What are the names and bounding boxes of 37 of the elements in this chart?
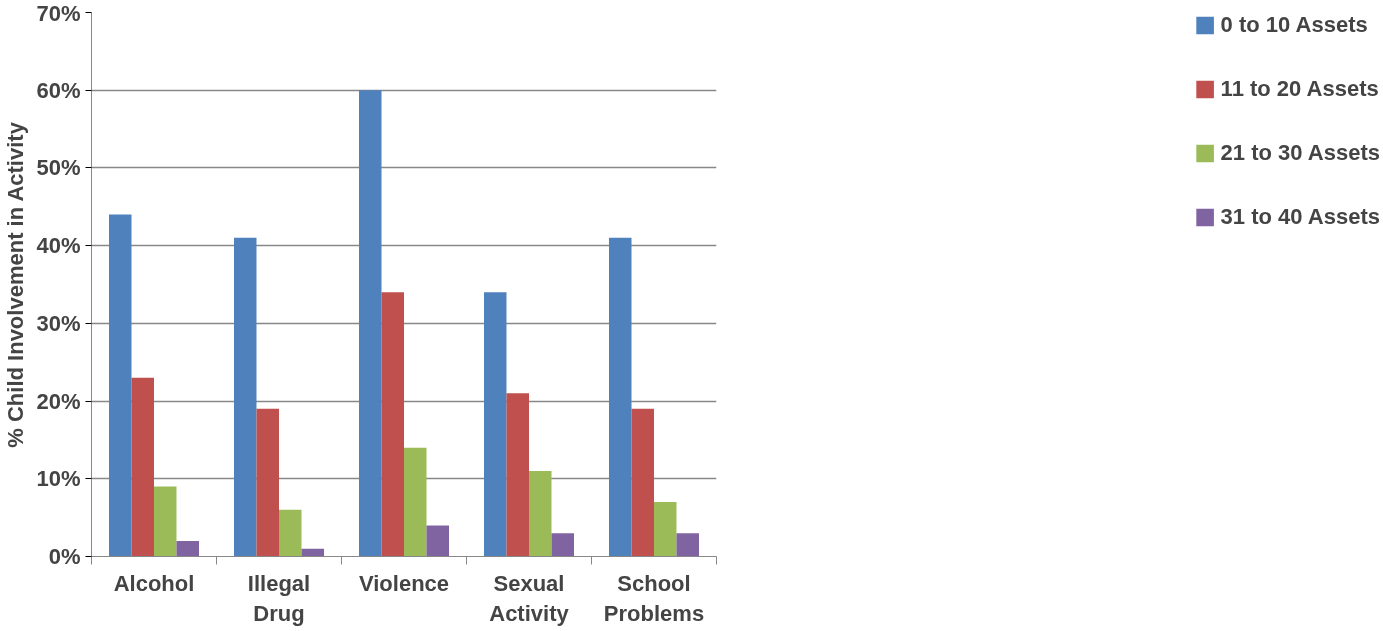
y-tick-label: 30%	[36, 310, 81, 336]
bar	[631, 408, 654, 557]
bar	[381, 292, 404, 557]
legend-label: 31 to 40 Assets	[1220, 204, 1380, 230]
bar	[404, 447, 427, 557]
bar	[176, 540, 199, 557]
y-axis-title: % Child Involvement in Activity	[3, 121, 29, 448]
x-tick-label: Alcohol	[113, 570, 195, 596]
bar	[256, 408, 279, 557]
bar	[279, 509, 302, 557]
bar	[676, 533, 699, 557]
bar	[154, 486, 177, 557]
legend-label: 0 to 10 Assets	[1220, 12, 1368, 38]
bar	[359, 90, 382, 557]
legend-label: 11 to 20 Assets	[1220, 76, 1379, 102]
y-tick-label: 60%	[36, 77, 81, 103]
bar	[109, 214, 132, 557]
bar	[426, 525, 449, 557]
bar	[551, 533, 574, 557]
x-tick-label: Illegal Drug	[247, 570, 311, 626]
y-tick-label: 20%	[36, 388, 81, 414]
bar	[484, 292, 507, 557]
y-tick-label: 10%	[36, 466, 81, 492]
bar	[529, 471, 552, 557]
bar	[234, 237, 257, 557]
y-tick-label: 70%	[36, 0, 81, 26]
x-tick-label: Sexual Activity	[489, 570, 570, 626]
bar	[506, 393, 529, 557]
y-tick-label: 40%	[36, 233, 81, 259]
bar	[131, 377, 154, 557]
y-tick-label: 50%	[36, 155, 81, 181]
y-tick-label: 0%	[48, 544, 81, 569]
bar	[609, 237, 632, 557]
x-tick-label: School Problems	[603, 570, 705, 626]
x-tick-label: Violence	[358, 570, 450, 596]
legend-label: 21 to 30 Assets	[1220, 140, 1380, 166]
bar	[654, 502, 677, 557]
